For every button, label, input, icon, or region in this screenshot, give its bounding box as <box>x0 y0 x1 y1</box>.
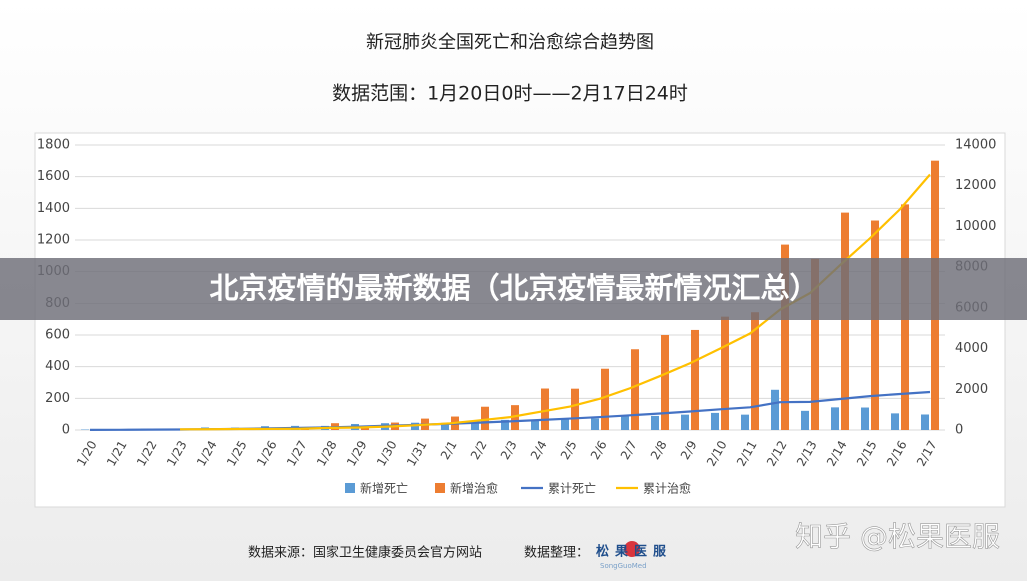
y2-tick-label: 12000 <box>955 178 996 193</box>
bar <box>921 414 929 430</box>
bar <box>631 349 639 430</box>
bar <box>801 411 809 430</box>
bar <box>591 418 599 430</box>
y2-tick-label: 14000 <box>955 138 996 153</box>
footer-organizer: 数据整理： <box>524 546 589 561</box>
bar <box>741 415 749 430</box>
chart-title: 新冠肺炎全国死亡和治愈综合趋势图 <box>366 32 654 53</box>
y2-tick-label: 4000 <box>955 341 988 356</box>
bar <box>891 413 899 430</box>
logo: 松果医服 <box>596 544 672 560</box>
y-tick-label: 1200 <box>37 233 70 248</box>
legend-label: 累计死亡 <box>548 482 596 496</box>
bar <box>691 330 699 430</box>
y-tick-label: 1600 <box>37 169 70 184</box>
y2-tick-label: 10000 <box>955 219 996 234</box>
bar <box>651 416 659 430</box>
bar <box>561 418 569 430</box>
bar <box>621 416 629 430</box>
bar <box>711 413 719 430</box>
bar <box>661 335 669 430</box>
footer-source: 数据来源：国家卫生健康委员会官方网站 <box>248 545 482 561</box>
banner: 北京疫情的最新数据（北京疫情最新情况汇总） <box>209 271 818 305</box>
y-tick-label: 0 <box>62 423 70 438</box>
y2-tick-label: 0 <box>955 423 963 438</box>
bar <box>481 407 489 430</box>
y-tick-label: 200 <box>45 391 70 406</box>
bar <box>871 221 879 430</box>
bar <box>721 317 729 430</box>
bar <box>571 389 579 430</box>
legend-label: 累计治愈 <box>643 481 691 496</box>
y-tick-label: 400 <box>45 359 70 374</box>
watermark: 知乎 @松果医服 <box>795 520 1000 553</box>
legend-label: 新增死亡 <box>360 481 408 496</box>
logo-sub: SongGuoMed <box>600 562 647 570</box>
bar <box>771 390 779 430</box>
chart-subtitle: 数据范围：1月20日0时——2月17日24时 <box>332 83 688 105</box>
y-tick-label: 1800 <box>37 138 70 153</box>
y-tick-label: 600 <box>45 328 70 343</box>
legend-swatch <box>345 483 355 493</box>
legend-label: 新增治愈 <box>450 481 498 496</box>
legend-swatch <box>435 483 445 493</box>
y-tick-label: 1400 <box>37 201 70 216</box>
y2-tick-label: 2000 <box>955 382 988 397</box>
bar <box>601 369 609 430</box>
bar <box>861 408 869 430</box>
bar <box>831 407 839 430</box>
bar <box>681 415 689 430</box>
bar <box>541 389 549 430</box>
